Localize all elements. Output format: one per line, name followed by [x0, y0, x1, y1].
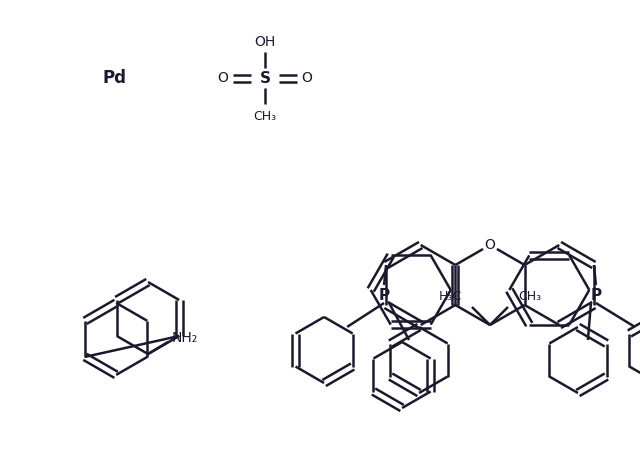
- Text: O: O: [301, 71, 312, 85]
- Text: H₃C: H₃C: [439, 290, 462, 304]
- Text: OH: OH: [254, 35, 276, 49]
- Text: O: O: [218, 71, 228, 85]
- Text: O: O: [484, 238, 495, 252]
- Text: NH₂: NH₂: [172, 331, 198, 345]
- Text: P: P: [590, 288, 602, 303]
- Text: P: P: [378, 288, 390, 303]
- Text: CH₃: CH₃: [253, 110, 276, 123]
- Text: Pd: Pd: [103, 69, 127, 87]
- Text: CH₃: CH₃: [518, 290, 541, 304]
- Text: S: S: [259, 70, 271, 86]
